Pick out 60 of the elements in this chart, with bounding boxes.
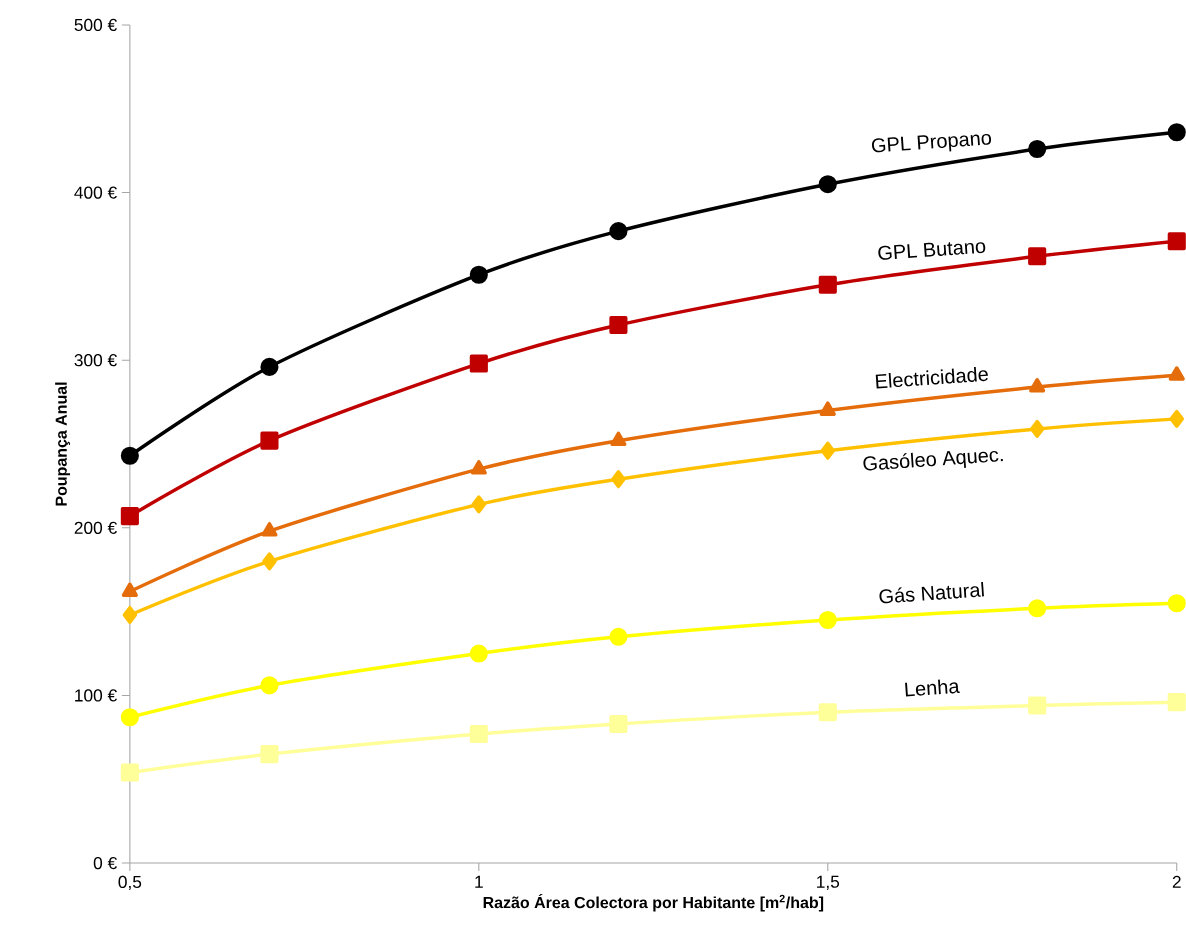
point (1167, 594, 1186, 613)
y-tick-label: 500 € (74, 18, 117, 32)
x-tick-label: 2 (1172, 875, 1181, 888)
point (122, 605, 138, 625)
point (469, 724, 488, 744)
point (260, 745, 279, 764)
point (609, 714, 628, 734)
series-label: Gás Natural (879, 581, 984, 604)
point (818, 703, 837, 722)
x-tick-label: 0,5 (118, 875, 142, 891)
y-tick-label: 0 € (93, 856, 117, 870)
point (818, 175, 837, 194)
point (121, 582, 138, 597)
point (1028, 599, 1047, 618)
y-tick-label: 200 € (74, 521, 117, 534)
point (609, 315, 628, 335)
point (609, 222, 628, 241)
point (609, 627, 628, 646)
point (262, 552, 277, 571)
point (120, 763, 139, 782)
series-label: Gasóleo Aquec. (863, 450, 1003, 471)
point (261, 522, 278, 537)
point (260, 676, 279, 695)
point (470, 460, 487, 475)
point (260, 431, 279, 450)
y-axis-title: Poupança Anual (55, 382, 71, 506)
point (120, 446, 139, 465)
x-axis-title: Razão Área Colectora por Habitante [m$^{2}$/hab] (483, 893, 824, 912)
series-label: Electricidade (875, 366, 988, 389)
y-tick-label: 300 € (74, 354, 117, 367)
point (1169, 409, 1184, 428)
point (1028, 139, 1047, 159)
point (1167, 123, 1186, 142)
point (611, 470, 626, 489)
x-tick-label: 1 (475, 875, 483, 888)
series-label: GPL Propano (871, 133, 992, 153)
point (1168, 366, 1185, 381)
point (820, 441, 836, 460)
x-tick-label: 1,5 (817, 875, 840, 890)
point (818, 610, 837, 630)
point (818, 275, 837, 294)
series-label: GPL Butano (878, 242, 986, 260)
point (1028, 696, 1047, 715)
point (120, 507, 139, 526)
point (1167, 232, 1186, 251)
point (1167, 693, 1186, 712)
point (469, 354, 488, 373)
point (1029, 419, 1045, 438)
series-label: Lenha (905, 679, 960, 697)
point (610, 431, 627, 447)
point (120, 708, 139, 727)
point (1029, 377, 1046, 393)
point (469, 644, 488, 663)
point (1028, 247, 1047, 266)
point (819, 401, 836, 416)
point (260, 357, 279, 376)
y-tick-label: 400 € (74, 186, 117, 199)
point (469, 265, 488, 284)
y-tick-label: 100 € (75, 689, 117, 702)
point (471, 495, 487, 514)
